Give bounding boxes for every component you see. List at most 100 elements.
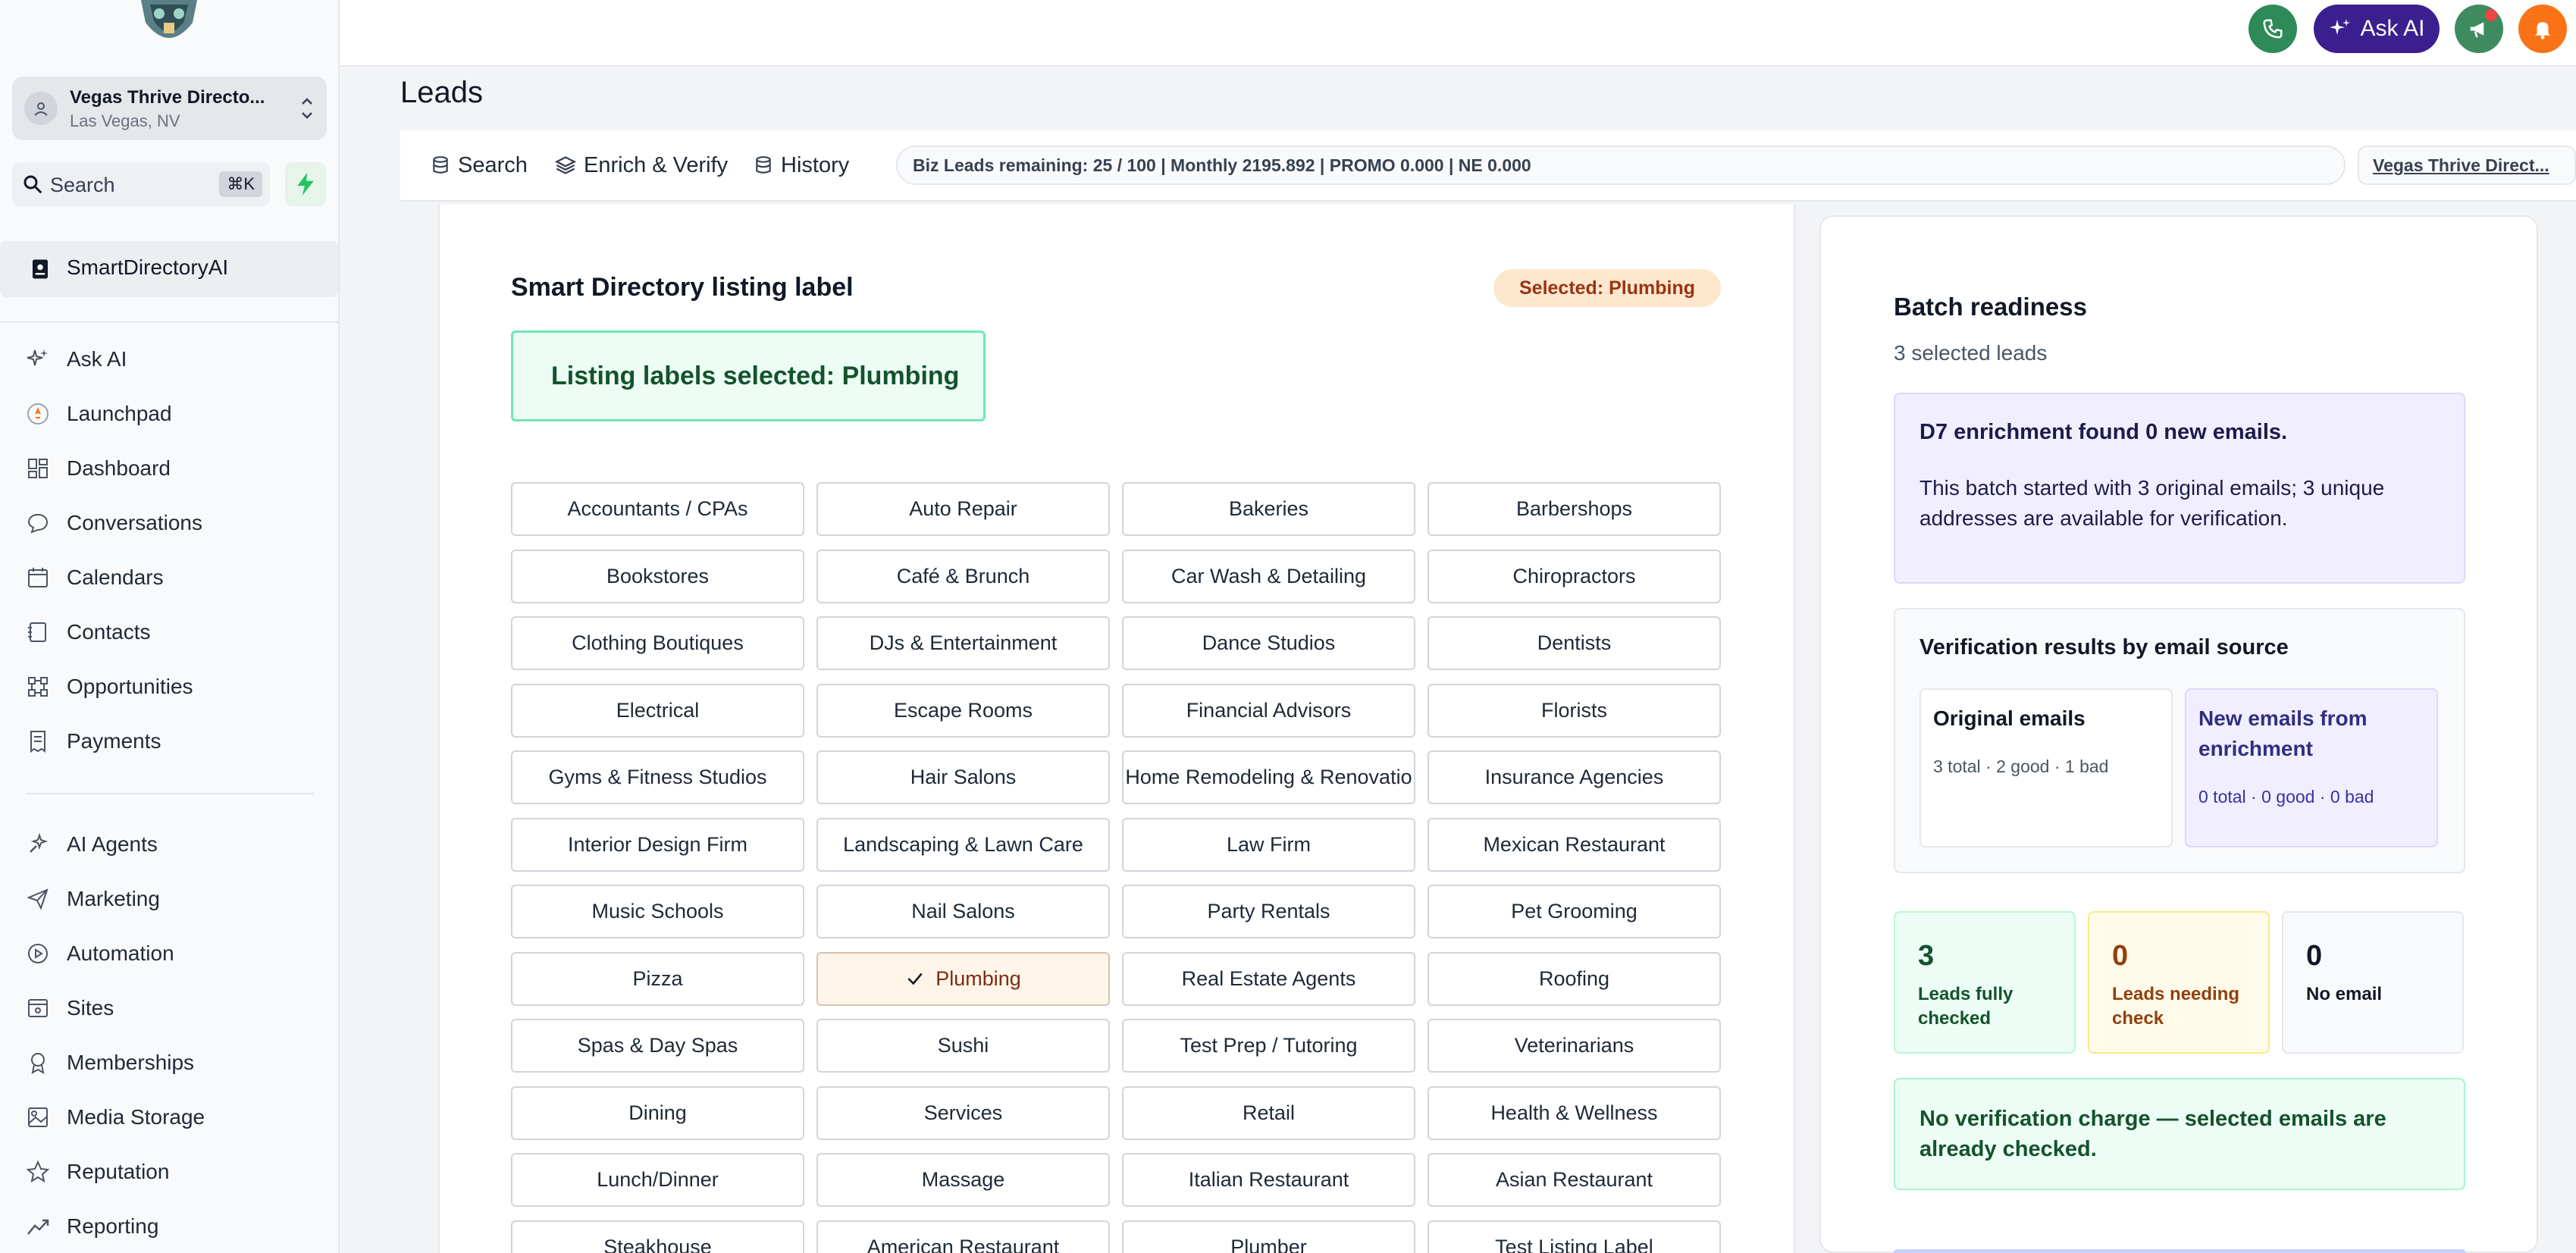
stat-label: Leads needing check bbox=[2112, 984, 2240, 1029]
category-button[interactable]: Barbershops bbox=[1427, 482, 1721, 536]
quick-actions-button[interactable] bbox=[285, 162, 326, 206]
sidebar-item-payments[interactable]: Payments bbox=[0, 718, 338, 763]
category-button[interactable]: Dentists bbox=[1427, 616, 1721, 670]
category-button[interactable]: Test Prep / Tutoring bbox=[1122, 1019, 1415, 1073]
category-button[interactable]: Roofing bbox=[1427, 951, 1721, 1006]
notifications-button[interactable] bbox=[2518, 5, 2567, 53]
database-icon bbox=[433, 156, 448, 174]
category-button[interactable]: Plumber bbox=[1122, 1220, 1415, 1253]
category-button[interactable]: Music Schools bbox=[511, 885, 804, 938]
category-label: Accountants / CPAs bbox=[567, 497, 748, 520]
category-button[interactable]: Gyms & Fitness Studios bbox=[511, 750, 804, 804]
category-button[interactable]: Clothing Boutiques bbox=[511, 616, 804, 670]
sidebar-search[interactable]: Search ⌘K bbox=[12, 162, 270, 206]
category-button[interactable]: Interior Design Firm bbox=[511, 817, 804, 872]
page-title: Leads bbox=[400, 76, 483, 109]
sidebar-item-label: SmartDirectoryAI bbox=[67, 255, 229, 279]
category-button[interactable]: Spas & Day Spas bbox=[511, 1019, 804, 1073]
location-name: Vegas Thrive Directo... bbox=[70, 87, 265, 108]
receipt-icon bbox=[30, 731, 45, 753]
category-button[interactable]: Italian Restaurant bbox=[1122, 1153, 1415, 1207]
category-button[interactable]: Auto Repair bbox=[816, 482, 1110, 536]
category-button[interactable]: Accountants / CPAs bbox=[511, 482, 804, 536]
category-button[interactable]: Test Listing Label bbox=[1427, 1220, 1721, 1253]
star-icon bbox=[26, 1160, 50, 1183]
category-button[interactable]: Sushi bbox=[816, 1019, 1110, 1073]
category-button[interactable]: Pet Grooming bbox=[1427, 885, 1721, 938]
category-button[interactable]: Insurance Agencies bbox=[1427, 750, 1721, 804]
enriched-emails-value: 0 total · 0 good · 0 bad bbox=[2198, 787, 2374, 807]
sidebar-item-opportunities[interactable]: Opportunities bbox=[0, 663, 338, 709]
sidebar-item-calendars[interactable]: Calendars bbox=[0, 554, 338, 600]
verification-charge-note: No verification charge — selected emails… bbox=[1894, 1078, 2465, 1190]
sidebar-item-ai-agents[interactable]: AI Agents bbox=[0, 821, 338, 866]
category-button[interactable]: Bookstores bbox=[511, 549, 804, 603]
category-button[interactable]: Veterinarians bbox=[1427, 1019, 1721, 1073]
sidebar-item-marketing[interactable]: Marketing bbox=[0, 876, 338, 921]
sidebar-item-reporting[interactable]: Reporting bbox=[0, 1203, 338, 1248]
category-label: Dance Studios bbox=[1202, 631, 1336, 654]
sidebar-item-memberships[interactable]: Memberships bbox=[0, 1039, 338, 1085]
stat-value: 3 bbox=[1918, 940, 1935, 972]
category-button[interactable]: Lunch/Dinner bbox=[511, 1153, 804, 1207]
category-button[interactable]: Dining bbox=[511, 1085, 804, 1140]
category-button[interactable]: Hair Salons bbox=[816, 750, 1110, 804]
sidebar-item-sites[interactable]: Sites bbox=[0, 985, 338, 1030]
tab-enrich-verify[interactable]: Enrich & Verify bbox=[555, 150, 728, 180]
category-button[interactable]: Home Remodeling & Renovatio bbox=[1122, 750, 1415, 804]
category-button[interactable]: Retail bbox=[1122, 1085, 1415, 1140]
category-button[interactable]: Bakeries bbox=[1122, 482, 1415, 536]
ask-ai-button[interactable]: Ask AI bbox=[2314, 5, 2440, 53]
category-button[interactable]: Café & Brunch bbox=[816, 549, 1110, 603]
category-button[interactable]: Car Wash & Detailing bbox=[1122, 549, 1415, 603]
directory-link[interactable]: Vegas Thrive Direct... bbox=[2358, 146, 2576, 185]
sparkles-icon bbox=[27, 349, 48, 366]
sidebar-item-ask-ai[interactable]: Ask AI bbox=[0, 336, 338, 381]
category-button[interactable]: Health & Wellness bbox=[1427, 1085, 1721, 1140]
category-button[interactable]: Asian Restaurant bbox=[1427, 1153, 1721, 1207]
category-button[interactable]: Massage bbox=[816, 1153, 1110, 1207]
category-button[interactable]: Landscaping & Lawn Care bbox=[816, 817, 1110, 872]
sidebar-item-media-storage[interactable]: Media Storage bbox=[0, 1094, 338, 1139]
sidebar-divider bbox=[0, 321, 338, 323]
verification-results-title: Verification results by email source bbox=[1919, 635, 2289, 659]
sidebar-item-launchpad[interactable]: Launchpad bbox=[0, 390, 338, 436]
sidebar-item-dashboard[interactable]: Dashboard bbox=[0, 445, 338, 490]
category-button[interactable]: Dance Studios bbox=[1122, 616, 1415, 670]
category-button[interactable]: Chiropractors bbox=[1427, 549, 1721, 603]
category-button[interactable]: Pizza bbox=[511, 951, 804, 1006]
sidebar-item-contacts[interactable]: Contacts bbox=[0, 609, 338, 654]
category-label: American Restaurant bbox=[867, 1235, 1060, 1253]
category-button[interactable]: Party Rentals bbox=[1122, 885, 1415, 938]
stat-no-email: 0 No email bbox=[2282, 911, 2464, 1054]
category-button[interactable]: Escape Rooms bbox=[816, 683, 1110, 738]
sidebar-item-automation[interactable]: Automation bbox=[0, 930, 338, 976]
location-switcher[interactable]: Vegas Thrive Directo... Las Vegas, NV bbox=[12, 77, 327, 140]
sidebar-item-reputation[interactable]: Reputation bbox=[0, 1148, 338, 1194]
category-label: Financial Advisors bbox=[1186, 698, 1352, 722]
category-button[interactable]: Electrical bbox=[511, 683, 804, 738]
category-label: Mexican Restaurant bbox=[1483, 832, 1666, 856]
category-button[interactable]: American Restaurant bbox=[816, 1220, 1110, 1253]
chat-icon bbox=[27, 513, 49, 534]
sidebar-item-label: Memberships bbox=[67, 1051, 195, 1074]
category-button[interactable]: Steakhouse bbox=[511, 1220, 804, 1253]
tab-history[interactable]: History bbox=[754, 150, 849, 180]
category-label: Italian Restaurant bbox=[1188, 1168, 1349, 1191]
announcements-button[interactable] bbox=[2455, 5, 2503, 53]
category-button[interactable]: Florists bbox=[1427, 683, 1721, 738]
category-button[interactable]: Financial Advisors bbox=[1122, 683, 1415, 738]
category-button[interactable]: Nail Salons bbox=[816, 885, 1110, 938]
directory-icon bbox=[33, 259, 48, 279]
category-button[interactable]: Services bbox=[816, 1085, 1110, 1140]
category-button[interactable]: Plumbing bbox=[816, 951, 1110, 1006]
tab-search[interactable]: Search bbox=[431, 150, 528, 180]
category-button[interactable]: Real Estate Agents bbox=[1122, 951, 1415, 1006]
category-button[interactable]: Mexican Restaurant bbox=[1427, 817, 1721, 872]
sidebar-item-conversations[interactable]: Conversations bbox=[0, 500, 338, 545]
phone-button[interactable] bbox=[2249, 5, 2297, 53]
category-button[interactable]: DJs & Entertainment bbox=[816, 616, 1110, 670]
category-button[interactable]: Law Firm bbox=[1122, 817, 1415, 872]
sidebar-item-label: Calendars bbox=[67, 565, 164, 589]
sidebar-item-smartdirectoryai[interactable]: SmartDirectoryAI bbox=[0, 241, 338, 297]
